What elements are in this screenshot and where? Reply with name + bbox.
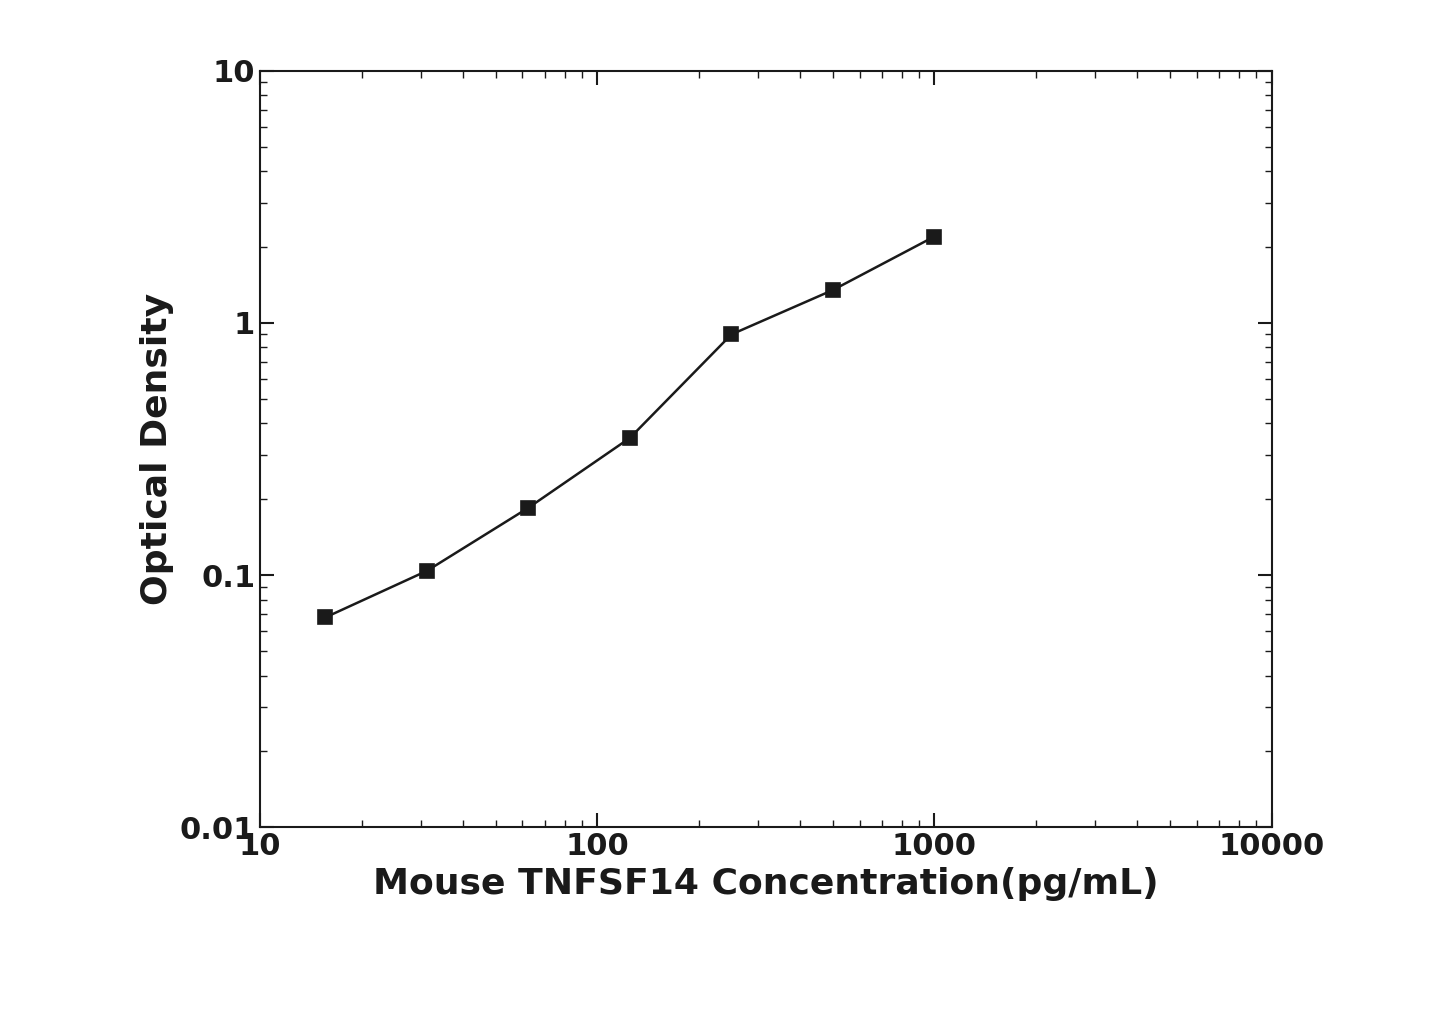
X-axis label: Mouse TNFSF14 Concentration(pg/mL): Mouse TNFSF14 Concentration(pg/mL) [373,867,1159,901]
Y-axis label: Optical Density: Optical Density [140,293,175,605]
